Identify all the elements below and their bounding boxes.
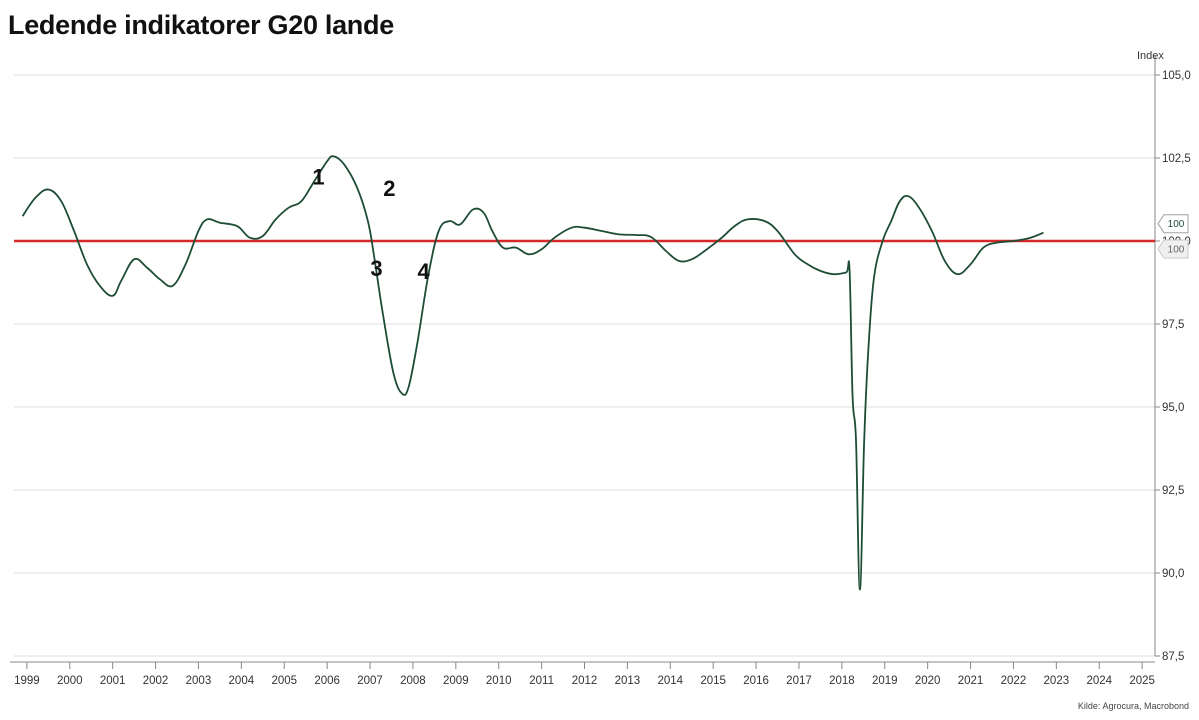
x-tick-label: 2024 — [1086, 675, 1112, 687]
y-axis-unit-label: Index — [1137, 50, 1164, 62]
x-tick-label: 2012 — [572, 675, 598, 687]
annotation-label: 3 — [370, 256, 382, 281]
x-tick-label: 2018 — [829, 675, 855, 687]
reference-value-callout-label: 100 — [1168, 245, 1185, 256]
x-tick-label: 2015 — [700, 675, 726, 687]
reference-value-callout-box — [1157, 239, 1189, 259]
x-tick-label: 2017 — [786, 675, 812, 687]
x-tick-label: 2009 — [443, 675, 469, 687]
x-tick-label: 2019 — [872, 675, 898, 687]
x-tick-label: 2003 — [186, 675, 212, 687]
x-tick-labels: 1999 2000 2001 2002 2003 2004 2005 2006 2007 2008… — [14, 675, 1155, 687]
x-tick-label: 2020 — [915, 675, 941, 687]
y-tick-label: 95,0 — [1162, 402, 1184, 414]
x-tick-label: 2013 — [615, 675, 641, 687]
x-tick-label: 2014 — [657, 675, 683, 687]
x-tick-label: 2025 — [1129, 675, 1155, 687]
series-value-callout-label: 100 — [1168, 219, 1185, 230]
y-tick-label: 92,5 — [1162, 485, 1184, 497]
y-tick-label: 87,5 — [1162, 651, 1184, 663]
x-tick-label: 2004 — [229, 675, 255, 687]
annotation-label: 1 — [312, 165, 324, 190]
x-tick-label: 2005 — [271, 675, 297, 687]
value-callouts: 100 100 — [1157, 214, 1189, 259]
series-value-callout-box — [1157, 214, 1189, 234]
x-tick-label: 2022 — [1001, 675, 1027, 687]
gridlines — [14, 74, 1160, 657]
annotation-label: 2 — [383, 176, 395, 201]
x-tick-label: 2008 — [400, 675, 426, 687]
x-tick-label: 2006 — [314, 675, 340, 687]
x-tick-label: 2023 — [1044, 675, 1070, 687]
page-title: Ledende indikatorer G20 lande — [8, 10, 394, 40]
x-tick-label: 2007 — [357, 675, 383, 687]
x-tick-label: 2000 — [57, 675, 83, 687]
y-tick-label: 102,5 — [1162, 153, 1191, 165]
x-tick-label: 2016 — [743, 675, 769, 687]
x-tick-label: 2010 — [486, 675, 512, 687]
source-note: Kilde: Agrocura, Macrobond — [1077, 701, 1189, 711]
series-line — [21, 155, 1044, 591]
x-tick-label: 2021 — [958, 675, 984, 687]
y-tick-label: 97,5 — [1162, 319, 1184, 331]
x-tick-label: 2011 — [529, 675, 554, 687]
annotation-label: 4 — [418, 259, 431, 284]
y-tick-label: 105,0 — [1162, 70, 1191, 82]
x-tick-label: 2002 — [143, 675, 169, 687]
x-tick-label: 2001 — [100, 675, 126, 687]
axes — [10, 55, 1156, 669]
annotations: 1 2 3 4 — [312, 165, 430, 285]
y-tick-label: 90,0 — [1162, 568, 1184, 580]
x-tick-label: 1999 — [14, 675, 40, 687]
